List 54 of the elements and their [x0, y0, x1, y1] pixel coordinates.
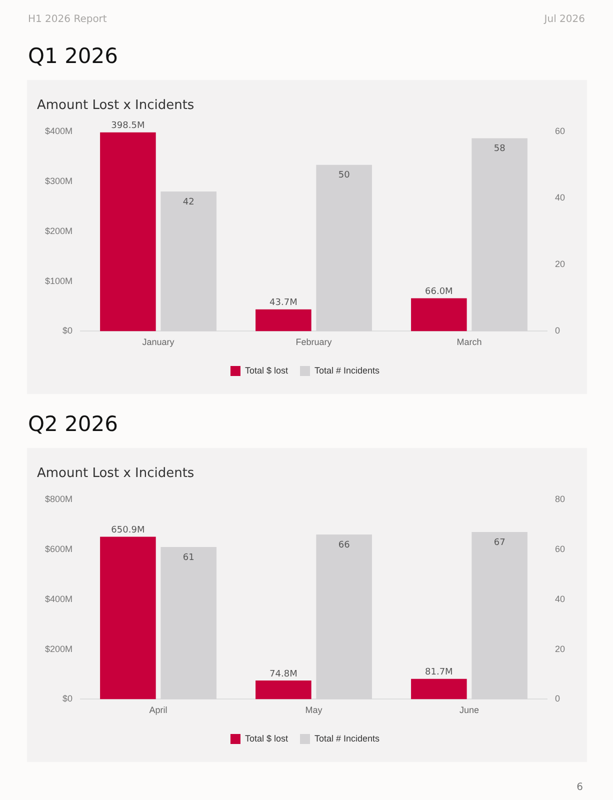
y-tick-label: $100M: [44, 276, 73, 286]
x-tick-label: March: [456, 337, 482, 348]
chart-subtitle: Amount Lost x Incidents: [37, 466, 194, 482]
data-label: 66.0M: [425, 287, 453, 298]
legend-label: Total $ lost: [244, 365, 288, 376]
data-label: 50: [338, 170, 350, 181]
legend-label: Total # Incidents: [314, 733, 380, 744]
y2-tick-label: 0: [554, 326, 560, 336]
legend-label: Total $ lost: [244, 733, 288, 744]
y-tick-label: $0: [62, 694, 73, 704]
data-label: 67: [494, 538, 506, 548]
data-label: 61: [182, 552, 194, 563]
y-tick-label: $400M: [44, 126, 73, 136]
data-label: 58: [494, 144, 506, 154]
data-label: 43.7M: [270, 298, 298, 308]
y-tick-label: $400M: [44, 594, 73, 604]
bar: [256, 309, 312, 332]
data-label: 650.9M: [111, 526, 145, 536]
data-label: 66: [338, 540, 350, 550]
y2-tick-label: 40: [554, 594, 566, 604]
y2-tick-label: 20: [554, 259, 566, 270]
chart-subtitle: Amount Lost x Incidents: [37, 98, 194, 114]
data-label: 81.7M: [425, 668, 453, 678]
x-tick-label: January: [142, 337, 175, 348]
y-tick-label: $0: [62, 326, 73, 336]
x-tick-label: April: [149, 705, 168, 716]
bar: [411, 298, 467, 332]
data-label: 74.8M: [270, 669, 298, 680]
y-tick-label: $600M: [44, 544, 73, 554]
y2-tick-label: 20: [554, 644, 566, 654]
y-tick-label: $200M: [44, 644, 73, 654]
y-tick-label: $200M: [44, 226, 73, 236]
bar: [100, 132, 156, 332]
data-label: 42: [182, 197, 194, 208]
legend-label: Total # Incidents: [314, 365, 380, 376]
bar: [100, 536, 156, 700]
x-tick-label: June: [459, 705, 480, 716]
y2-tick-label: 60: [554, 544, 566, 554]
y2-tick-label: 0: [554, 694, 560, 704]
x-tick-label: February: [296, 337, 332, 348]
data-label: 398.5M: [111, 121, 145, 132]
y-tick-label: $300M: [44, 176, 73, 186]
text: 6: [576, 782, 583, 793]
text: Jul 2026: [544, 14, 585, 25]
y2-tick-label: 80: [554, 494, 566, 504]
text: H1 2026 Report: [28, 14, 107, 25]
bar: [411, 678, 467, 700]
y-tick-label: $800M: [44, 494, 73, 504]
y2-tick-label: 60: [554, 126, 566, 136]
chart-title: Q2 2026: [28, 412, 118, 436]
y2-tick-label: 40: [554, 192, 566, 203]
chart-title: Q1 2026: [28, 44, 118, 68]
bar: [256, 680, 312, 700]
x-tick-label: May: [305, 705, 323, 716]
